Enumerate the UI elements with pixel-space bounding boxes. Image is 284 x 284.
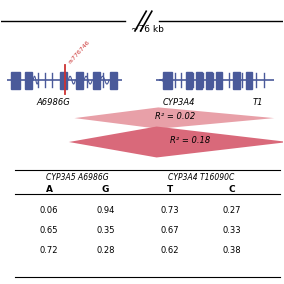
FancyBboxPatch shape [163, 72, 172, 89]
Text: CYP3A4 T16090C: CYP3A4 T16090C [168, 174, 234, 183]
Text: T1: T1 [253, 99, 264, 107]
Text: C: C [229, 185, 235, 194]
FancyBboxPatch shape [93, 72, 100, 89]
Text: 0.33: 0.33 [223, 226, 241, 235]
FancyBboxPatch shape [216, 72, 222, 89]
Text: 0.94: 0.94 [96, 206, 115, 215]
Text: 0.06: 0.06 [40, 206, 59, 215]
FancyBboxPatch shape [76, 72, 83, 89]
FancyBboxPatch shape [206, 72, 212, 89]
Text: A: A [46, 185, 53, 194]
FancyBboxPatch shape [110, 72, 117, 89]
Text: rs776746: rs776746 [68, 39, 91, 65]
Text: 0.62: 0.62 [161, 246, 179, 255]
FancyBboxPatch shape [60, 72, 68, 89]
FancyBboxPatch shape [25, 72, 32, 89]
Text: 0.67: 0.67 [161, 226, 179, 235]
Text: 0.72: 0.72 [40, 246, 59, 255]
Text: CYP3A5 A6986G: CYP3A5 A6986G [46, 174, 109, 183]
Text: G: G [102, 185, 109, 194]
Text: ~76 kb: ~76 kb [131, 25, 164, 34]
FancyBboxPatch shape [11, 72, 20, 89]
Text: A6986G: A6986G [37, 99, 70, 107]
Polygon shape [69, 127, 284, 157]
FancyBboxPatch shape [185, 72, 192, 89]
FancyBboxPatch shape [196, 72, 202, 89]
Text: 0.27: 0.27 [223, 206, 241, 215]
FancyBboxPatch shape [246, 72, 252, 89]
Text: R² = 0.18: R² = 0.18 [170, 136, 210, 145]
FancyBboxPatch shape [233, 72, 240, 89]
Polygon shape [74, 107, 274, 129]
Text: R² = 0.02: R² = 0.02 [155, 112, 195, 121]
Text: 0.73: 0.73 [161, 206, 179, 215]
Text: 0.35: 0.35 [96, 226, 115, 235]
Text: CYP3A4: CYP3A4 [162, 99, 195, 107]
Text: 0.65: 0.65 [40, 226, 59, 235]
Text: 0.28: 0.28 [96, 246, 115, 255]
Text: T: T [167, 185, 173, 194]
Text: 0.38: 0.38 [223, 246, 241, 255]
